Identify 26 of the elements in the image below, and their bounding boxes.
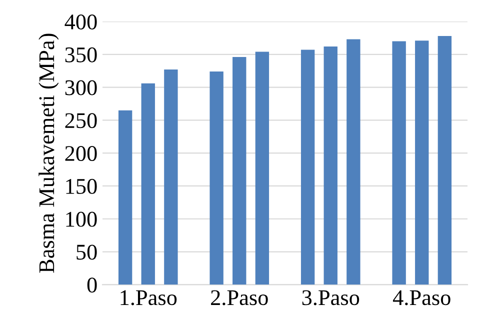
- y-tick-label: 200: [65, 146, 97, 162]
- bar: [392, 41, 406, 285]
- x-tick-label: 3.Paso: [302, 290, 360, 306]
- x-tick-label: 2.Paso: [211, 290, 268, 306]
- bar: [232, 57, 246, 285]
- bar: [324, 46, 338, 285]
- bar: [346, 39, 360, 285]
- bar: [210, 72, 224, 285]
- y-tick-label: 400: [64, 14, 97, 30]
- x-tick-label: 4.Paso: [392, 290, 450, 306]
- bar: [118, 110, 132, 285]
- y-axis-title: Basma Mukavemeti (MPa): [38, 34, 59, 273]
- y-tick-label: 300: [65, 80, 97, 96]
- y-tick-label: 250: [65, 113, 97, 128]
- y-tick-label: 350: [65, 47, 97, 62]
- x-tick-label: 1.Paso: [120, 290, 177, 306]
- y-tick-label: 100: [66, 212, 97, 227]
- bar: [300, 50, 315, 285]
- y-tick-label: 50: [76, 244, 97, 260]
- bar: [438, 36, 452, 285]
- bar: [141, 83, 155, 285]
- bar: [164, 70, 178, 285]
- y-tick-label: 150: [66, 178, 97, 194]
- bar: [255, 52, 270, 285]
- bar: [415, 40, 429, 285]
- y-tick-label: 0: [87, 278, 97, 293]
